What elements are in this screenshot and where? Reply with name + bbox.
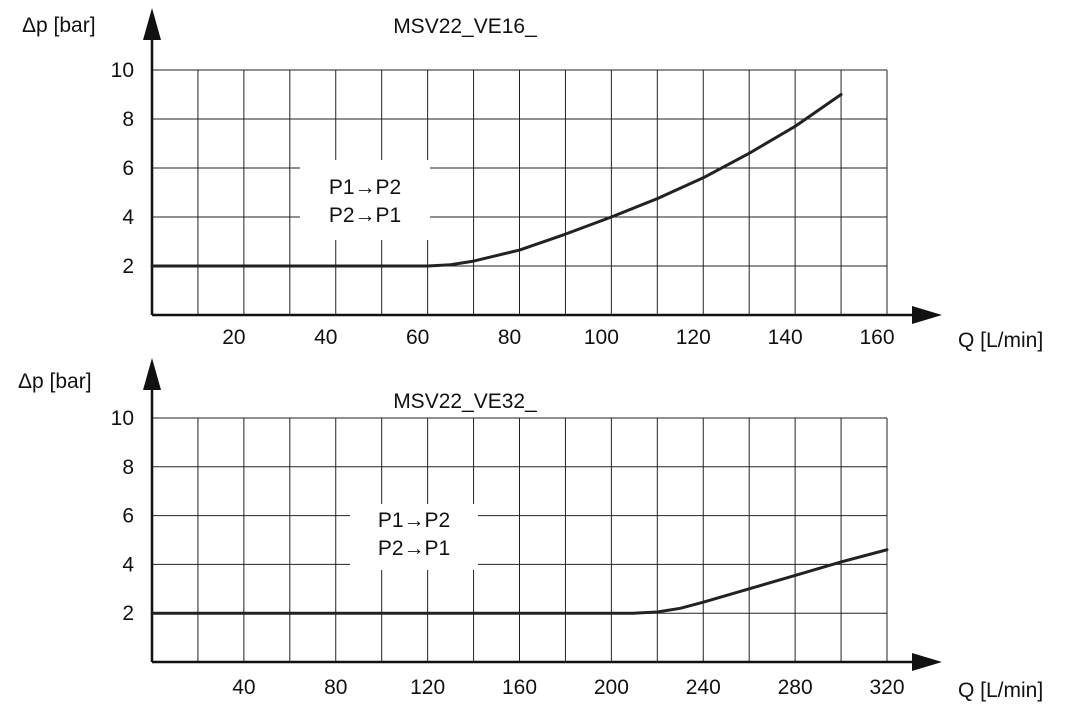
y-tick-label: 4 bbox=[122, 206, 134, 229]
chart-panel-1: 20 40 60 80 100 120 140 160 2 4 6 8 10 MSV22_VE16_ Δp … bbox=[22, 8, 1043, 352]
annotation-background bbox=[350, 504, 478, 570]
y-axis-arrow-icon bbox=[143, 8, 161, 40]
x-tick-label: 100 bbox=[584, 326, 619, 349]
x-tick-label: 20 bbox=[222, 326, 245, 349]
y-tick-label: 2 bbox=[122, 255, 134, 278]
y-tick-label: 6 bbox=[122, 505, 134, 528]
flow-direction-label: P2→P1 bbox=[329, 204, 401, 227]
flow-direction-label: P1→P2 bbox=[329, 176, 401, 199]
x-tick-label: 120 bbox=[410, 676, 445, 699]
x-tick-label: 40 bbox=[314, 326, 337, 349]
x-tick-label: 120 bbox=[676, 326, 711, 349]
x-tick-label: 80 bbox=[324, 676, 347, 699]
pressure-drop-curve bbox=[150, 548, 889, 615]
x-axis-arrow-icon bbox=[912, 653, 942, 671]
chart-title: MSV22_VE32_ bbox=[393, 390, 537, 413]
x-tick-label: 280 bbox=[778, 676, 813, 699]
y-tick-label: 8 bbox=[122, 456, 134, 479]
y-axis-arrow-icon bbox=[143, 358, 161, 390]
x-tick-label: 60 bbox=[406, 326, 429, 349]
y-tick-label: 2 bbox=[122, 602, 134, 625]
pressure-drop-curve bbox=[150, 93, 843, 268]
flow-direction-label: P2→P1 bbox=[378, 537, 450, 560]
x-tick-label: 140 bbox=[768, 326, 803, 349]
y-tick-label: 8 bbox=[122, 108, 134, 131]
x-axis-arrow-icon bbox=[912, 306, 942, 324]
x-tick-label: 200 bbox=[594, 676, 629, 699]
y-tick-label: 10 bbox=[111, 407, 134, 430]
annotation-background bbox=[300, 160, 430, 240]
x-tick-label: 160 bbox=[502, 676, 537, 699]
x-tick-label: 240 bbox=[686, 676, 721, 699]
y-tick-label: 6 bbox=[122, 157, 134, 180]
chart-panel-2: 40 80 120 160 200 240 280 320 2 4 6 8 10 MSV22_VE32_ Δ… bbox=[18, 358, 1043, 702]
y-tick-label: 10 bbox=[111, 59, 134, 82]
chart-title: MSV22_VE16_ bbox=[393, 15, 537, 38]
y-axis-label: Δp [bar] bbox=[22, 14, 96, 37]
y-axis-label: Δp [bar] bbox=[18, 370, 92, 393]
x-tick-label: 80 bbox=[498, 326, 521, 349]
x-tick-label: 320 bbox=[869, 676, 904, 699]
flow-direction-label: P1→P2 bbox=[378, 509, 450, 532]
x-tick-label: 40 bbox=[232, 676, 255, 699]
x-axis-label: Q [L/min] bbox=[958, 329, 1043, 352]
x-tick-label: 160 bbox=[859, 326, 894, 349]
x-axis-label: Q [L/min] bbox=[958, 679, 1043, 702]
y-tick-label: 4 bbox=[122, 553, 134, 576]
